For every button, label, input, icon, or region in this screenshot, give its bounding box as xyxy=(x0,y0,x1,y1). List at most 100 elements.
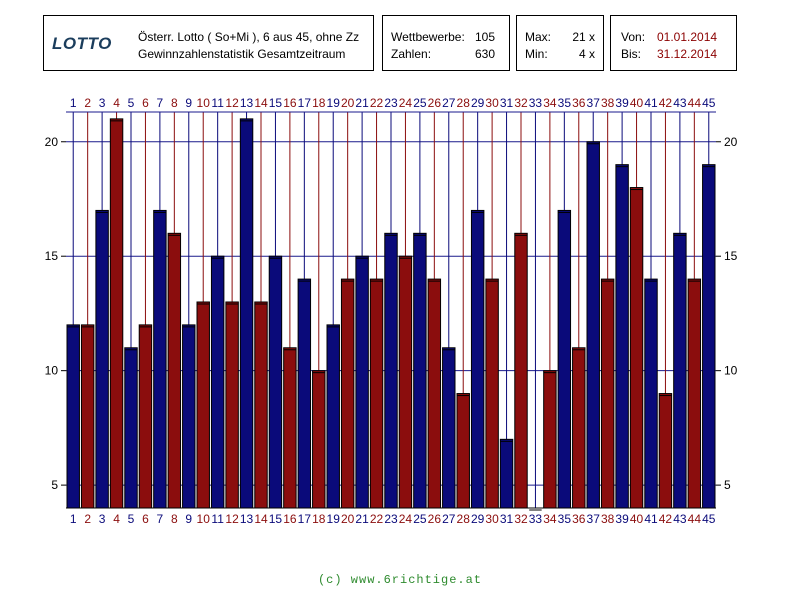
bar-18 xyxy=(312,370,326,509)
copyright-footer: (c) www.6richtige.at xyxy=(317,573,483,587)
xtick-label-top-8: 8 xyxy=(171,96,178,110)
bar-31 xyxy=(499,438,514,509)
xtick-label-bottom-27: 27 xyxy=(442,512,456,526)
xtick-label-top-38: 38 xyxy=(601,96,615,110)
bar-38 xyxy=(600,278,615,509)
xtick-label-top-21: 21 xyxy=(355,96,369,110)
xtick-label-top-15: 15 xyxy=(269,96,283,110)
bar-16 xyxy=(283,347,297,509)
xtick-label-bottom-25: 25 xyxy=(413,512,427,526)
xtick-label-top-6: 6 xyxy=(142,96,149,110)
ytick-label-left-15: 15 xyxy=(45,249,59,263)
xtick-label-top-4: 4 xyxy=(113,96,120,110)
bar-4 xyxy=(109,118,124,509)
von-value: 01.01.2014 xyxy=(657,30,718,44)
bar-15 xyxy=(268,255,283,509)
bar-13 xyxy=(239,118,254,509)
xtick-label-top-20: 20 xyxy=(341,96,355,110)
bar-11 xyxy=(210,255,225,509)
xtick-label-top-2: 2 xyxy=(84,96,91,110)
xtick-label-bottom-6: 6 xyxy=(142,512,149,526)
bar-25 xyxy=(413,232,427,509)
xtick-label-bottom-43: 43 xyxy=(673,512,687,526)
bar-45 xyxy=(702,164,716,509)
xtick-label-bottom-19: 19 xyxy=(327,512,341,526)
max-label: Max: xyxy=(525,30,552,44)
xtick-label-top-5: 5 xyxy=(128,96,135,110)
xtick-label-bottom-24: 24 xyxy=(399,512,413,526)
xtick-label-bottom-5: 5 xyxy=(128,512,135,526)
xtick-label-bottom-18: 18 xyxy=(312,512,326,526)
bar-8 xyxy=(167,232,182,509)
bar-27 xyxy=(442,347,456,509)
bar-20 xyxy=(340,278,355,509)
xtick-label-top-45: 45 xyxy=(702,96,716,110)
subtitle-line1: Österr. Lotto ( So+Mi ), 6 aus 45, ohne … xyxy=(138,30,360,44)
xtick-label-bottom-15: 15 xyxy=(269,512,283,526)
xtick-label-top-24: 24 xyxy=(399,96,413,110)
xtick-label-top-25: 25 xyxy=(413,96,427,110)
xtick-label-top-16: 16 xyxy=(283,96,297,110)
xtick-label-top-43: 43 xyxy=(673,96,687,110)
xtick-label-top-28: 28 xyxy=(457,96,471,110)
von-label: Von: xyxy=(621,30,646,44)
xtick-label-top-29: 29 xyxy=(471,96,485,110)
bar-19 xyxy=(326,324,340,509)
title-box: LOTTO Österr. Lotto ( So+Mi ), 6 aus 45,… xyxy=(43,15,374,71)
bar-44 xyxy=(687,278,702,509)
xtick-label-bottom-33: 33 xyxy=(529,512,543,526)
xtick-label-bottom-2: 2 xyxy=(84,512,91,526)
xtick-label-bottom-17: 17 xyxy=(298,512,312,526)
xtick-label-top-36: 36 xyxy=(572,96,586,110)
minmax-box: Max: 21 x Min: 4 x xyxy=(516,15,604,71)
bis-label: Bis: xyxy=(621,47,642,61)
ytick-label-right-10: 10 xyxy=(724,364,738,378)
xtick-label-bottom-41: 41 xyxy=(644,512,658,526)
xtick-label-top-27: 27 xyxy=(442,96,456,110)
xtick-label-bottom-22: 22 xyxy=(370,512,384,526)
xtick-label-bottom-29: 29 xyxy=(471,512,485,526)
xtick-label-bottom-42: 42 xyxy=(659,512,673,526)
xtick-label-bottom-36: 36 xyxy=(572,512,586,526)
xtick-label-bottom-35: 35 xyxy=(558,512,572,526)
ytick-label-right-15: 15 xyxy=(724,249,738,263)
xtick-label-top-40: 40 xyxy=(630,96,644,110)
xtick-label-top-41: 41 xyxy=(644,96,658,110)
ytick-label-left-5: 5 xyxy=(51,478,58,492)
xtick-label-top-31: 31 xyxy=(500,96,514,110)
bar-10 xyxy=(196,301,210,509)
xtick-label-bottom-4: 4 xyxy=(113,512,120,526)
bar-24 xyxy=(398,255,413,509)
bar-2 xyxy=(80,324,95,509)
xtick-label-top-13: 13 xyxy=(240,96,254,110)
xtick-label-top-35: 35 xyxy=(558,96,572,110)
xtick-label-bottom-9: 9 xyxy=(185,512,192,526)
bar-7 xyxy=(153,209,167,509)
bar-22 xyxy=(369,278,384,509)
xtick-label-top-10: 10 xyxy=(197,96,211,110)
xtick-label-top-12: 12 xyxy=(225,96,239,110)
xtick-label-top-30: 30 xyxy=(485,96,499,110)
xtick-label-bottom-3: 3 xyxy=(99,512,106,526)
bar-21 xyxy=(355,255,369,509)
max-value: 21 x xyxy=(572,30,595,44)
xtick-label-bottom-20: 20 xyxy=(341,512,355,526)
xtick-label-top-1: 1 xyxy=(70,96,77,110)
bar-37 xyxy=(586,141,600,509)
bar-43 xyxy=(673,232,687,509)
xtick-label-top-39: 39 xyxy=(615,96,629,110)
bar-3 xyxy=(95,209,109,509)
xtick-label-top-37: 37 xyxy=(587,96,601,110)
bar-5 xyxy=(124,347,138,509)
xtick-label-top-3: 3 xyxy=(99,96,106,110)
bar-6 xyxy=(138,324,153,509)
bar-17 xyxy=(297,278,312,509)
xtick-label-top-7: 7 xyxy=(157,96,164,110)
xtick-label-bottom-8: 8 xyxy=(171,512,178,526)
xtick-label-bottom-28: 28 xyxy=(457,512,471,526)
ytick-label-left-20: 20 xyxy=(45,135,59,149)
xtick-label-bottom-32: 32 xyxy=(514,512,528,526)
bar-12 xyxy=(225,301,239,509)
xtick-label-bottom-14: 14 xyxy=(254,512,268,526)
